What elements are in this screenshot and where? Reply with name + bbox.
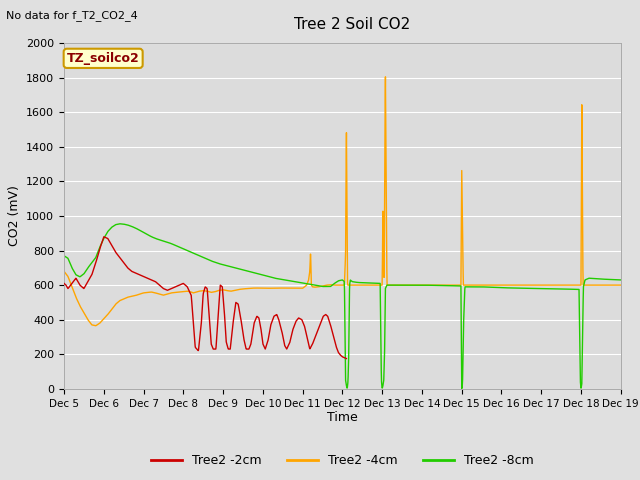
Y-axis label: CO2 (mV): CO2 (mV) xyxy=(8,186,20,246)
Text: TZ_soilco2: TZ_soilco2 xyxy=(67,52,140,65)
X-axis label: Time: Time xyxy=(327,411,358,424)
Text: No data for f_T2_CO2_4: No data for f_T2_CO2_4 xyxy=(6,10,138,21)
Text: Tree 2 Soil CO2: Tree 2 Soil CO2 xyxy=(294,17,410,32)
Legend: Tree2 -2cm, Tree2 -4cm, Tree2 -8cm: Tree2 -2cm, Tree2 -4cm, Tree2 -8cm xyxy=(146,449,539,472)
